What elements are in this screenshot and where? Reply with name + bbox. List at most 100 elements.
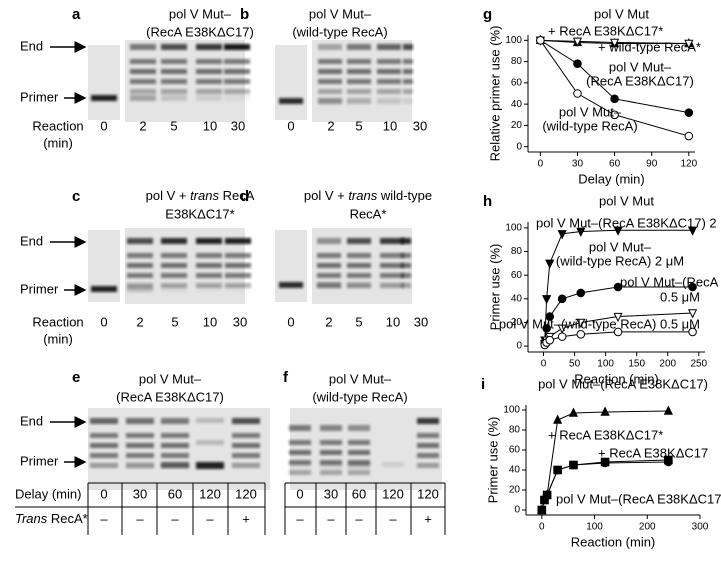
gel-band <box>377 79 401 84</box>
table-cell: – <box>100 511 108 526</box>
gel-band <box>317 238 341 244</box>
gel-band <box>130 69 156 74</box>
table-cell: – <box>355 511 363 526</box>
table-cell: + <box>424 511 432 526</box>
lane-label: 2 <box>325 314 332 329</box>
gel-band <box>317 273 341 278</box>
gel-band <box>318 69 342 74</box>
gel-band <box>417 462 439 468</box>
panel-letter: c <box>72 188 80 205</box>
data-point <box>542 490 552 500</box>
table-cell: 120 <box>382 486 404 501</box>
gel-band <box>347 89 371 94</box>
data-point <box>613 226 623 236</box>
x-tick-label: 250 <box>690 359 707 370</box>
panel-letter: d <box>240 188 249 205</box>
annotation: pol V Mut– <box>609 59 672 74</box>
gel-band <box>196 44 222 50</box>
gel-band <box>401 273 411 278</box>
data-point <box>545 312 555 321</box>
gel-band <box>127 286 153 292</box>
gel-band <box>318 79 342 84</box>
gel-band <box>130 44 156 50</box>
data-point <box>600 406 610 416</box>
gel-band <box>196 253 222 258</box>
y-tick-label: 0 <box>516 141 522 152</box>
y-tick-label: 80 <box>511 246 523 257</box>
gel-band <box>225 273 251 278</box>
data-point <box>536 36 545 45</box>
y-tick-label: 20 <box>509 485 521 496</box>
lane-label: 5 <box>355 118 362 133</box>
gel-band <box>401 283 411 288</box>
panel-title: pol V + trans RecA <box>146 188 255 203</box>
gel-band <box>196 59 222 64</box>
gel-band <box>318 98 342 104</box>
band-label: Primer <box>20 453 59 468</box>
table-cell: 30 <box>324 486 338 501</box>
x-tick-label: 50 <box>569 359 581 370</box>
panel-letter: a <box>72 6 81 23</box>
data-point <box>557 332 567 341</box>
table-cell: – <box>136 511 144 526</box>
x-tick-label: 0 <box>538 159 544 170</box>
lane-label: 2 <box>139 118 146 133</box>
table-cell: – <box>389 511 397 526</box>
gel-band <box>127 263 153 268</box>
x-tick-label: 300 <box>692 522 709 533</box>
x-tick-label: 200 <box>659 359 676 370</box>
panel-letter: h <box>483 193 492 210</box>
series-line <box>540 39 689 114</box>
gel-band <box>126 453 154 458</box>
gel-band <box>127 273 153 278</box>
data-point <box>576 288 586 298</box>
row-label: Reaction <box>32 314 83 329</box>
lane-label: 0 <box>287 118 294 133</box>
gel-band <box>224 95 250 101</box>
gel-band <box>161 79 187 84</box>
gel-band <box>196 263 222 268</box>
gel-band <box>347 273 371 278</box>
data-point <box>576 227 586 237</box>
panel-title: (RecA E38KΔC17) <box>116 389 224 404</box>
data-point <box>688 327 697 337</box>
gel-band <box>161 462 189 468</box>
data-point <box>553 465 562 475</box>
gel-band <box>232 462 260 468</box>
data-point <box>576 329 586 339</box>
lane-label: 10 <box>203 118 217 133</box>
gel-band <box>196 418 224 423</box>
lane-label: 5 <box>170 118 177 133</box>
data-point <box>572 37 583 47</box>
annotation: + wild-type RecA* <box>598 39 701 54</box>
gel-band <box>401 282 411 288</box>
x-tick-label: 0 <box>541 359 547 370</box>
gel-band <box>232 443 260 448</box>
panel-letter: g <box>483 6 492 23</box>
data-point <box>573 89 582 98</box>
data-point <box>568 407 579 417</box>
panel-title: pol V Mut– <box>139 371 202 386</box>
gel-band <box>347 79 371 84</box>
gel-band <box>403 79 413 84</box>
gel-band <box>161 263 187 268</box>
table-cell: – <box>327 511 335 526</box>
gel-band <box>196 440 224 445</box>
row-label: (min) <box>43 135 73 150</box>
gel-band <box>161 95 187 101</box>
lane-label: 10 <box>383 118 397 133</box>
y-tick-label: 20 <box>511 317 523 328</box>
gel-band <box>161 286 187 292</box>
series-line <box>540 39 689 45</box>
gel-band <box>403 89 413 94</box>
table-cell: 120 <box>417 486 439 501</box>
data-point <box>613 327 623 337</box>
gel-band <box>161 418 189 424</box>
band-label: End <box>20 233 43 248</box>
series-line <box>539 40 689 137</box>
gel-band <box>320 425 342 431</box>
gel-band <box>126 443 154 448</box>
gel-band <box>196 79 222 84</box>
gel-band <box>196 283 222 288</box>
panel-letter: i <box>481 376 485 393</box>
